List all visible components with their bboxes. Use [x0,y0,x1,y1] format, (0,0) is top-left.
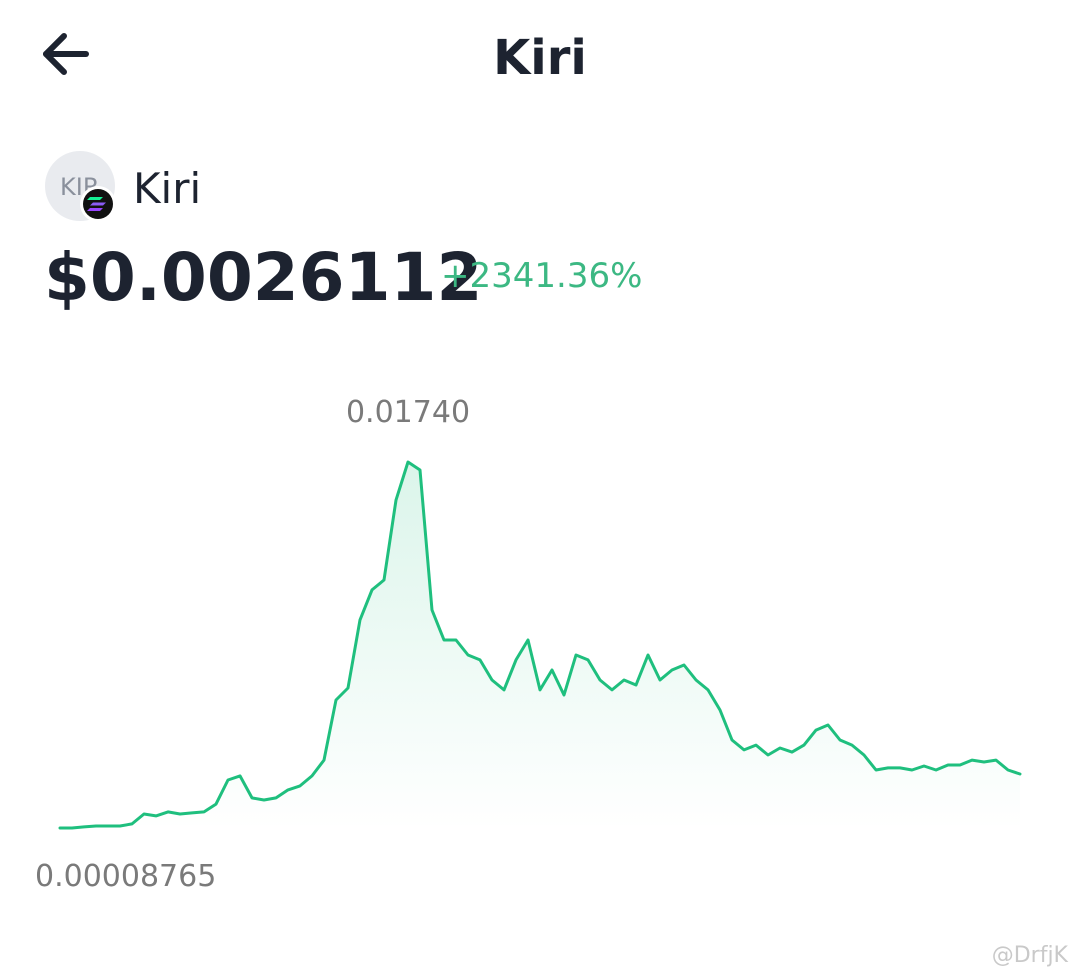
token-name: Kiri [133,164,201,213]
page-title: Kiri [493,30,587,86]
back-button[interactable] [43,33,89,75]
price-line [58,460,1022,830]
watermark: @DrfjK [992,943,1069,968]
min-price-label: 0.00008765 [35,859,216,894]
max-price-label: 0.01740 [346,395,470,430]
chain-badge [80,186,116,222]
price-area [60,462,1020,830]
token-price: $0.0026112 [44,239,482,316]
price-chart: 0.01740 0.00008765 [35,395,1022,894]
price-change: +2341.36% [441,256,642,296]
